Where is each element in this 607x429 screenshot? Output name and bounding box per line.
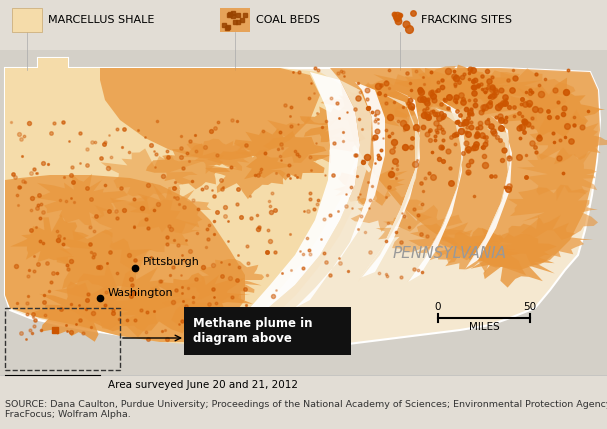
Polygon shape (395, 65, 516, 111)
Polygon shape (205, 146, 294, 199)
Polygon shape (56, 230, 152, 289)
Polygon shape (498, 215, 593, 265)
Text: Pittsburgh: Pittsburgh (143, 257, 200, 267)
Polygon shape (158, 273, 253, 325)
Polygon shape (443, 68, 543, 110)
Polygon shape (517, 148, 597, 201)
FancyBboxPatch shape (184, 307, 351, 355)
Polygon shape (358, 95, 420, 282)
Polygon shape (360, 90, 420, 278)
Polygon shape (408, 100, 465, 282)
Text: Washington: Washington (108, 288, 174, 298)
Text: MILES: MILES (469, 322, 500, 332)
Text: PENNSYLVANIA: PENNSYLVANIA (393, 246, 507, 261)
Text: 0: 0 (435, 302, 441, 312)
Bar (5, 308, 120, 370)
Polygon shape (498, 78, 605, 138)
Polygon shape (330, 68, 600, 270)
Polygon shape (466, 228, 557, 287)
Polygon shape (529, 110, 607, 164)
Polygon shape (320, 82, 425, 131)
Polygon shape (5, 58, 360, 345)
Polygon shape (32, 281, 129, 342)
Text: FRACKING SITES: FRACKING SITES (421, 15, 512, 25)
Polygon shape (96, 286, 228, 333)
Polygon shape (507, 185, 598, 240)
Text: MARCELLUS SHALE: MARCELLUS SHALE (48, 15, 154, 25)
Polygon shape (91, 196, 200, 275)
Bar (220, 8, 250, 32)
Polygon shape (268, 80, 372, 315)
Polygon shape (54, 263, 177, 337)
Polygon shape (432, 227, 526, 275)
Polygon shape (376, 205, 472, 252)
Text: Methane plume in
diagram above: Methane plume in diagram above (193, 317, 313, 345)
Text: Area surveyed June 20 and 21, 2012: Area surveyed June 20 and 21, 2012 (108, 380, 298, 390)
Polygon shape (32, 173, 128, 226)
Text: SOURCE: Dana Caulton, Purdue University; Proceedings of the National Academy of : SOURCE: Dana Caulton, Purdue University;… (5, 400, 607, 420)
Polygon shape (5, 58, 600, 348)
Polygon shape (466, 68, 575, 121)
Polygon shape (127, 183, 211, 233)
Polygon shape (366, 66, 491, 117)
Polygon shape (146, 143, 230, 189)
Polygon shape (334, 164, 407, 206)
Text: COAL BEDS: COAL BEDS (256, 15, 320, 25)
Polygon shape (466, 115, 512, 268)
Polygon shape (263, 117, 356, 163)
Polygon shape (100, 68, 320, 160)
Bar (0, 375, 607, 429)
Polygon shape (407, 108, 465, 282)
Polygon shape (101, 148, 205, 201)
Polygon shape (295, 82, 385, 308)
Polygon shape (339, 74, 465, 129)
Polygon shape (351, 188, 432, 232)
Polygon shape (300, 106, 382, 143)
Polygon shape (234, 128, 331, 181)
Polygon shape (179, 139, 253, 174)
Bar (12, 8, 42, 32)
Polygon shape (205, 72, 360, 340)
Polygon shape (5, 175, 245, 342)
Text: 50: 50 (523, 302, 537, 312)
Polygon shape (10, 214, 90, 266)
Polygon shape (409, 222, 498, 263)
Bar (0, 0, 607, 50)
Polygon shape (178, 259, 264, 302)
Polygon shape (463, 128, 510, 273)
